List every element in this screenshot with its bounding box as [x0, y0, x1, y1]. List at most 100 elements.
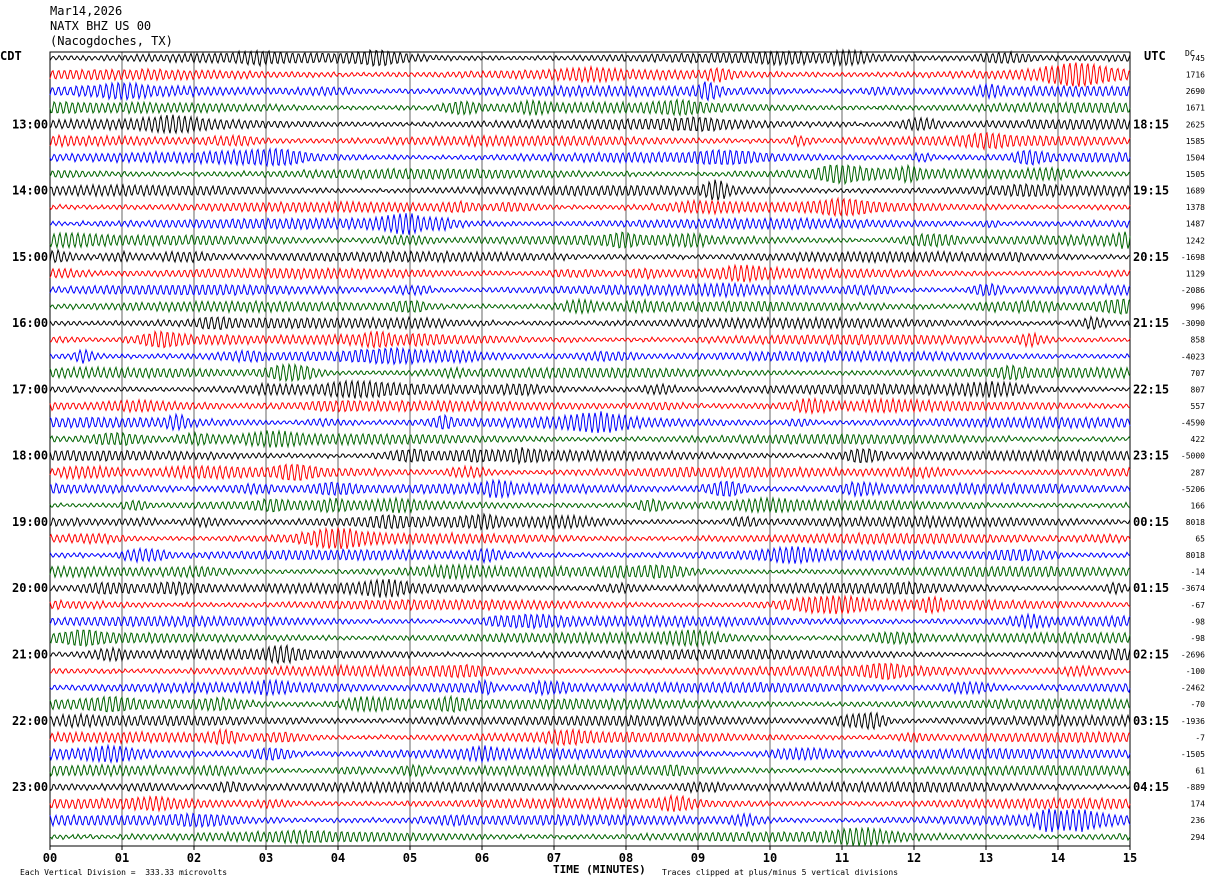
seismic-trace	[49, 808, 1131, 833]
x-tick-label: 07	[547, 851, 561, 865]
x-tick-label: 11	[835, 851, 849, 865]
dc-offset-label: -1698	[1181, 253, 1205, 262]
cdt-hour-label: 23:00	[12, 780, 48, 794]
dc-offset-label: -2086	[1181, 286, 1205, 295]
utc-hour-label: 19:15	[1133, 184, 1169, 198]
dc-offset-label: 166	[1191, 501, 1206, 510]
seismic-trace	[49, 594, 1131, 615]
seismic-trace	[49, 147, 1131, 168]
seismic-trace	[49, 478, 1131, 500]
x-tick-label: 14	[1051, 851, 1065, 865]
seismic-trace	[49, 81, 1131, 102]
x-tick-label: 01	[115, 851, 129, 865]
seismic-trace	[49, 346, 1131, 366]
x-tick-label: 12	[907, 851, 921, 865]
right-timezone-label: UTC	[1144, 49, 1166, 63]
utc-hour-label: 01:15	[1133, 581, 1169, 595]
x-tick-label: 13	[979, 851, 993, 865]
cdt-hour-label: 13:00	[12, 117, 48, 131]
utc-hour-label: 21:15	[1133, 316, 1169, 330]
vertical-scale-note: Each Vertical Division = 333.33 microvol…	[20, 868, 228, 877]
seismic-trace	[49, 62, 1131, 88]
dc-offset-label: -3674	[1181, 584, 1205, 593]
seismic-trace	[49, 526, 1131, 550]
dc-offset-label: 174	[1191, 800, 1206, 809]
dc-offset-label: 1585	[1186, 137, 1205, 146]
dc-offset-label: 1129	[1186, 269, 1205, 278]
x-tick-label: 09	[691, 851, 705, 865]
dc-offset-label: 287	[1191, 468, 1206, 477]
dc-offset-label: -5000	[1181, 452, 1205, 461]
x-tick-label: 08	[619, 851, 633, 865]
left-timezone-label: CDT	[0, 49, 22, 63]
seismic-trace	[49, 411, 1131, 433]
seismic-trace	[49, 545, 1131, 565]
dc-offset-label: -98	[1191, 634, 1206, 643]
dc-offset-label: 707	[1191, 369, 1206, 378]
seismic-trace	[49, 379, 1131, 399]
seismic-trace	[49, 463, 1131, 481]
dc-offset-label: -4023	[1181, 352, 1205, 361]
dc-offset-label: -70	[1191, 700, 1206, 709]
dc-offset-label: 65	[1195, 535, 1205, 544]
seismic-trace	[49, 213, 1131, 235]
seismic-trace	[49, 678, 1131, 697]
x-axis-title: TIME (MINUTES)	[553, 863, 646, 876]
cdt-hour-label: 18:00	[12, 449, 48, 463]
dc-offset-label: 858	[1191, 336, 1206, 345]
x-tick-label: 05	[403, 851, 417, 865]
cdt-hour-label: 17:00	[12, 382, 48, 396]
dc-offset-label: 745	[1191, 54, 1206, 63]
cdt-hour-label: 20:00	[12, 581, 48, 595]
dc-offset-label: -67	[1191, 601, 1206, 610]
seismic-trace	[49, 98, 1131, 117]
seismic-trace	[49, 429, 1131, 449]
cdt-hour-label: 22:00	[12, 714, 48, 728]
seismic-trace	[49, 711, 1131, 731]
dc-offset-label: 236	[1191, 816, 1206, 825]
seismic-trace	[49, 562, 1131, 581]
seismic-trace	[49, 131, 1131, 151]
dc-offset-label: 1716	[1186, 71, 1205, 80]
seismic-trace	[49, 793, 1131, 813]
utc-hour-label: 20:15	[1133, 250, 1169, 264]
seismic-trace	[49, 743, 1131, 764]
seismic-trace	[49, 315, 1131, 331]
x-tick-label: 06	[475, 851, 489, 865]
x-tick-label: 02	[187, 851, 201, 865]
utc-hour-label: 23:15	[1133, 449, 1169, 463]
seismic-trace	[49, 447, 1131, 466]
dc-offset-label: -2696	[1181, 651, 1205, 660]
dc-offset-header: DC	[1185, 49, 1195, 58]
dc-offset-label: 2690	[1186, 87, 1205, 96]
cdt-hour-label: 19:00	[12, 515, 48, 529]
cdt-hour-label: 15:00	[12, 250, 48, 264]
clip-note: Traces clipped at plus/minus 5 vertical …	[662, 868, 899, 877]
seismic-trace	[49, 727, 1131, 747]
dc-offset-label: -1936	[1181, 717, 1205, 726]
utc-hour-label: 04:15	[1133, 780, 1169, 794]
dc-offset-label: 1242	[1186, 236, 1205, 245]
plot-frame	[49, 51, 1131, 847]
seismic-trace	[49, 512, 1131, 531]
seismic-trace	[49, 362, 1131, 383]
seismic-trace	[49, 114, 1131, 135]
dc-offset-label: -889	[1186, 783, 1205, 792]
dc-offset-label: 1487	[1186, 220, 1205, 229]
station-location: (Nacogdoches, TX)	[50, 34, 173, 48]
seismic-trace	[49, 694, 1131, 714]
seismic-trace	[49, 329, 1131, 349]
seismic-trace	[49, 396, 1131, 416]
cdt-hour-label: 14:00	[12, 184, 48, 198]
seismic-trace	[49, 48, 1131, 68]
seismic-trace	[49, 281, 1131, 299]
seismic-trace	[49, 662, 1131, 681]
dc-offset-label: 807	[1191, 385, 1206, 394]
utc-hour-label: 03:15	[1133, 714, 1169, 728]
dc-offset-label: 557	[1191, 402, 1206, 411]
dc-offset-label: 1671	[1186, 104, 1205, 113]
dc-offset-label: -1505	[1181, 750, 1205, 759]
dc-offset-label: 422	[1191, 435, 1206, 444]
dc-offset-label: 61	[1195, 767, 1205, 776]
